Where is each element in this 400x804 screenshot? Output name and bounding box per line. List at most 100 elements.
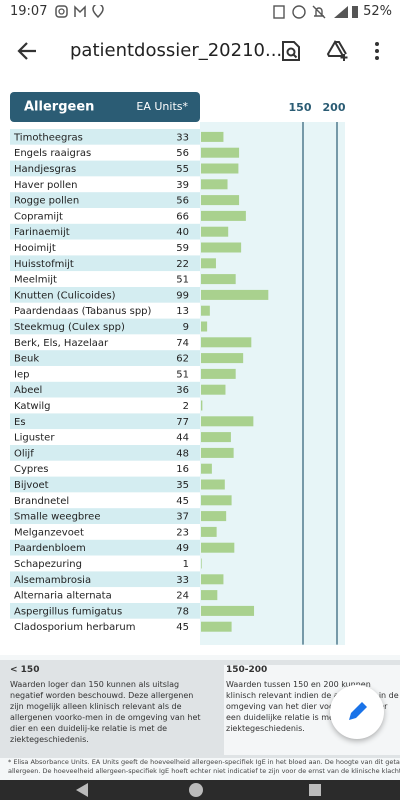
bar xyxy=(201,479,225,490)
ea-value: 16 xyxy=(176,464,189,475)
allergen-name: Knutten (Culicoides) xyxy=(14,290,116,301)
ea-value: 33 xyxy=(176,575,189,586)
allergen-table: Allergeen EA Units* Timotheegras 33 Engels… xyxy=(0,80,400,655)
bar xyxy=(201,416,254,427)
allergen-name: Bijvoet xyxy=(14,480,49,491)
allergen-name: Handjesgras xyxy=(14,164,76,175)
edit-icon xyxy=(349,702,367,720)
row-bg xyxy=(10,476,200,493)
legend-title: < 150 xyxy=(10,665,40,675)
legend-text: Waarden tussen 150 en 200 kunnen klinisc… xyxy=(226,680,399,733)
allergen-name: Timotheegras xyxy=(13,132,83,143)
ea-value: 22 xyxy=(176,259,189,270)
allergen-name: Liguster xyxy=(14,433,55,444)
allergen-name: Cypres xyxy=(14,464,49,475)
bar xyxy=(201,147,240,158)
footnote-line: allergeen. De hoeveelheid allergeen-spec… xyxy=(8,767,400,775)
bar xyxy=(201,621,232,632)
allergen-name: Iep xyxy=(14,369,29,380)
ea-value: 45 xyxy=(176,622,189,633)
nav-back[interactable] xyxy=(76,783,88,797)
back-button[interactable] xyxy=(16,40,38,62)
allergen-name: Brandnetel xyxy=(14,496,69,507)
bar xyxy=(201,163,239,174)
allergen-name: Meelmijt xyxy=(14,275,57,286)
footnote-line: * Elisa Absorbance Units. EA Units geeft… xyxy=(8,758,400,766)
ea-value: 37 xyxy=(176,512,189,523)
ea-value: 62 xyxy=(176,354,189,365)
drive-add-button[interactable] xyxy=(326,39,350,63)
row-bg xyxy=(10,350,200,366)
allergen-name: Rogge pollen xyxy=(14,196,79,207)
bar xyxy=(201,590,218,601)
row-bg xyxy=(10,129,200,145)
legend-title: 150-200 xyxy=(226,665,268,675)
bar xyxy=(201,605,255,616)
allergen-name: Abeel xyxy=(14,385,42,396)
row-bg xyxy=(10,445,200,461)
search-button[interactable] xyxy=(280,40,302,62)
allergen-name: Farinaemijt xyxy=(14,227,70,238)
bar xyxy=(201,305,210,316)
bar xyxy=(201,558,202,569)
ea-value: 56 xyxy=(176,196,189,207)
toolbar: patientdossier_20210... xyxy=(0,24,400,80)
ea-value: 59 xyxy=(176,243,189,254)
bar xyxy=(201,258,216,269)
ea-value: 48 xyxy=(176,448,189,459)
row-bg xyxy=(10,587,200,603)
document-view: Allergeen EA Units* Timotheegras 33 Engels… xyxy=(0,80,400,780)
ea-value: 40 xyxy=(176,227,189,238)
scale-label: 150 xyxy=(289,101,312,114)
allergen-name: Alsemambrosia xyxy=(14,575,91,586)
bar xyxy=(201,226,229,237)
row-bg xyxy=(10,239,200,256)
bar xyxy=(201,195,240,206)
row-bg xyxy=(10,571,200,588)
allergen-name: Steekmug (Culex spp) xyxy=(14,322,125,333)
row-bg xyxy=(10,144,200,161)
status-bar: 19:07 52% xyxy=(0,0,400,24)
ea-value: 36 xyxy=(176,385,189,396)
document-title: patientdossier_20210... xyxy=(70,40,283,61)
row-bg xyxy=(10,508,200,524)
row-bg xyxy=(10,208,200,224)
ea-value: 78 xyxy=(176,606,189,617)
row-bg xyxy=(10,255,200,272)
bar xyxy=(201,542,235,553)
row-bg xyxy=(10,618,200,635)
ea-value: 23 xyxy=(176,527,189,538)
row-bg xyxy=(10,429,200,445)
allergen-name: Cladosporium herbarum xyxy=(14,622,135,633)
row-bg xyxy=(10,287,200,303)
legend-text: Waarden loger dan 150 kunnen als uitslag… xyxy=(10,680,201,744)
chart-area xyxy=(200,122,345,645)
system-icons xyxy=(273,5,358,19)
row-bg xyxy=(10,413,200,430)
menu-button[interactable] xyxy=(372,40,382,62)
footnote: * Elisa Absorbance Units. EA Units geeft… xyxy=(8,758,400,776)
bar xyxy=(201,179,228,190)
nav-recents[interactable] xyxy=(309,784,321,796)
ea-value: 77 xyxy=(176,417,189,428)
allergen-name: Berk, Els, Hazelaar xyxy=(14,338,109,349)
scale-label: 200 xyxy=(323,101,346,114)
row-bg xyxy=(10,524,200,540)
allergen-name: Melganzevoet xyxy=(14,527,84,538)
notification-icons xyxy=(55,5,104,19)
ea-value: 99 xyxy=(176,290,189,301)
nav-home[interactable] xyxy=(189,783,203,797)
row-bg xyxy=(10,223,200,240)
bar xyxy=(201,447,234,458)
row-bg xyxy=(10,176,200,193)
allergen-name: Hooimijt xyxy=(14,243,56,254)
bar xyxy=(201,274,236,285)
legend-mid: 150-200 Waarden tussen 150 en 200 kunnen … xyxy=(224,665,400,755)
allergen-name: Es xyxy=(14,417,26,428)
row-bg xyxy=(10,397,200,414)
row-bg xyxy=(10,302,200,319)
bar xyxy=(201,353,244,364)
bar xyxy=(201,368,236,379)
edit-fab[interactable] xyxy=(330,685,384,739)
row-bg xyxy=(10,192,200,208)
